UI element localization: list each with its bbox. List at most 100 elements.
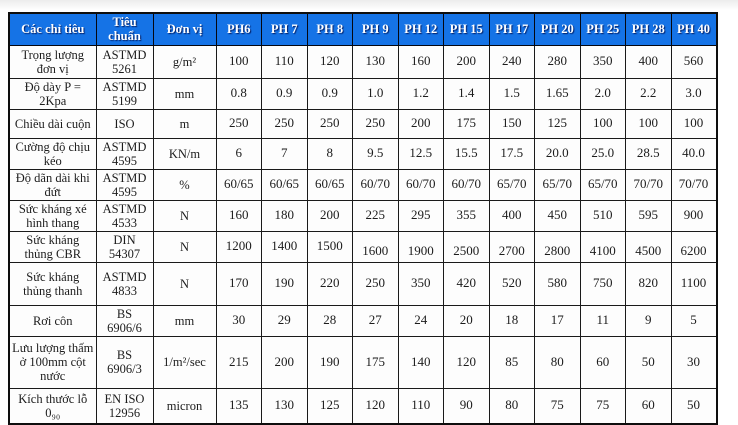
value-cell: 1400	[261, 230, 308, 263]
value-cell: 70/70	[670, 168, 717, 201]
value-cell: 200	[261, 335, 308, 389]
value-cell: 60	[625, 387, 672, 425]
value-cell: 17	[534, 304, 581, 337]
value-cell: 190	[261, 261, 308, 306]
value-cell: 510	[579, 199, 626, 232]
value-cell: 60/70	[352, 168, 399, 201]
value-cell: 18	[488, 304, 535, 337]
value-cell: 250	[352, 108, 399, 139]
value-cell: 100	[670, 108, 717, 139]
value-cell: 60/65	[215, 168, 262, 201]
column-header: PH 17	[488, 12, 535, 46]
value-cell: 1.5	[488, 77, 535, 110]
column-header: PH6	[215, 12, 262, 46]
row-label: Kích thước lỗ 0₉₀	[8, 387, 97, 425]
value-cell: 900	[670, 199, 717, 232]
row-label: Sức kháng thủng CBR	[8, 230, 97, 263]
background-top-fade	[0, 0, 738, 10]
value-cell: 350	[579, 44, 626, 79]
value-cell: 0.8	[215, 77, 262, 110]
value-cell: 8	[306, 137, 353, 170]
value-cell: 160	[397, 44, 444, 79]
unit-cell: N	[152, 199, 217, 232]
value-cell: 560	[670, 44, 717, 79]
standard-cell: ASTMD 4595	[95, 168, 154, 201]
value-cell: 110	[261, 44, 308, 79]
value-cell: 3.0	[670, 77, 717, 110]
table-row: Rơi côn BS 6906/6 mm 30 29 28 27 24 20 18 17 11 9 5	[8, 304, 717, 337]
value-cell: 28.5	[625, 137, 672, 170]
value-cell: 595	[625, 199, 672, 232]
value-cell: 140	[397, 335, 444, 389]
table-row: Sức kháng thủng thanh ASTMD 4833 N 170 190 22…	[8, 261, 717, 306]
unit-cell: m	[152, 108, 217, 139]
value-cell: 70/70	[625, 168, 672, 201]
value-cell: 200	[306, 199, 353, 232]
value-cell: 240	[488, 44, 535, 79]
table-row: Lưu lượng thấm ở 100mm cột nước BS 6906/3…	[8, 335, 717, 389]
table-row: Cường độ chịu kéo ASTMD 4595 KN/m 6 7 8 9.5 12.…	[8, 137, 717, 170]
value-cell: 125	[534, 108, 581, 139]
value-cell: 6200	[670, 230, 717, 263]
unit-cell: %	[152, 168, 217, 201]
value-cell: 100	[625, 108, 672, 139]
column-header: PH 20	[534, 12, 581, 46]
standard-cell: ASTMD 4533	[95, 199, 154, 232]
value-cell: 80	[488, 387, 535, 425]
value-cell: 350	[397, 261, 444, 306]
value-cell: 100	[215, 44, 262, 79]
table-row: Sức kháng thủng CBR DIN 54307 N 1200 1400 150…	[8, 230, 717, 263]
standard-cell: BS 6906/6	[95, 304, 154, 337]
row-label: Độ dày P = 2Kpa	[8, 77, 97, 110]
row-label: Sức kháng thủng thanh	[8, 261, 97, 306]
value-cell: 20	[443, 304, 490, 337]
value-cell: 250	[352, 261, 399, 306]
standard-cell: ASTMD 4595	[95, 137, 154, 170]
value-cell: 200	[397, 108, 444, 139]
value-cell: 450	[534, 199, 581, 232]
value-cell: 24	[397, 304, 444, 337]
unit-cell: g/m²	[152, 44, 217, 79]
value-cell: 355	[443, 199, 490, 232]
value-cell: 4100	[579, 230, 626, 263]
row-label: Sức kháng xé hình thang	[8, 199, 97, 232]
value-cell: 190	[306, 335, 353, 389]
value-cell: 135	[215, 387, 262, 425]
value-cell: 12.5	[397, 137, 444, 170]
value-cell: 130	[261, 387, 308, 425]
value-cell: 7	[261, 137, 308, 170]
column-header: PH 7	[261, 12, 308, 46]
standard-cell: ASTMD 4833	[95, 261, 154, 306]
table-row: Trọng lượng đơn vị ASTMD 5261 g/m² 100 110 12…	[8, 44, 717, 79]
value-cell: 90	[443, 387, 490, 425]
value-cell: 125	[306, 387, 353, 425]
table-row: Chiều dài cuộn ISO m 250 250 250 250 200 175 150 1…	[8, 108, 717, 139]
table-row: Độ dãn dài khi đứt ASTMD 4595% 60/65 60/65 6…	[8, 168, 717, 201]
value-cell: 1200	[215, 230, 262, 263]
value-cell: 65/70	[488, 168, 535, 201]
value-cell: 50	[670, 387, 717, 425]
value-cell: 75	[534, 387, 581, 425]
value-cell: 420	[443, 261, 490, 306]
value-cell: 1.2	[397, 77, 444, 110]
value-cell: 28	[306, 304, 353, 337]
value-cell: 2.2	[625, 77, 672, 110]
unit-cell: mm	[152, 77, 217, 110]
value-cell: 520	[488, 261, 535, 306]
value-cell: 150	[488, 108, 535, 139]
value-cell: 280	[534, 44, 581, 79]
standard-cell: EN ISO 12956	[95, 387, 154, 425]
column-header: Đơn vị	[152, 12, 217, 46]
row-label: Rơi côn	[8, 304, 97, 337]
value-cell: 200	[443, 44, 490, 79]
row-label: Trọng lượng đơn vị	[8, 44, 97, 79]
value-cell: 580	[534, 261, 581, 306]
value-cell: 60/70	[443, 168, 490, 201]
value-cell: 4500	[625, 230, 672, 263]
value-cell: 5	[670, 304, 717, 337]
unit-cell: N	[152, 261, 217, 306]
column-header: PH 15	[443, 12, 490, 46]
standard-cell: ISO	[95, 108, 154, 139]
